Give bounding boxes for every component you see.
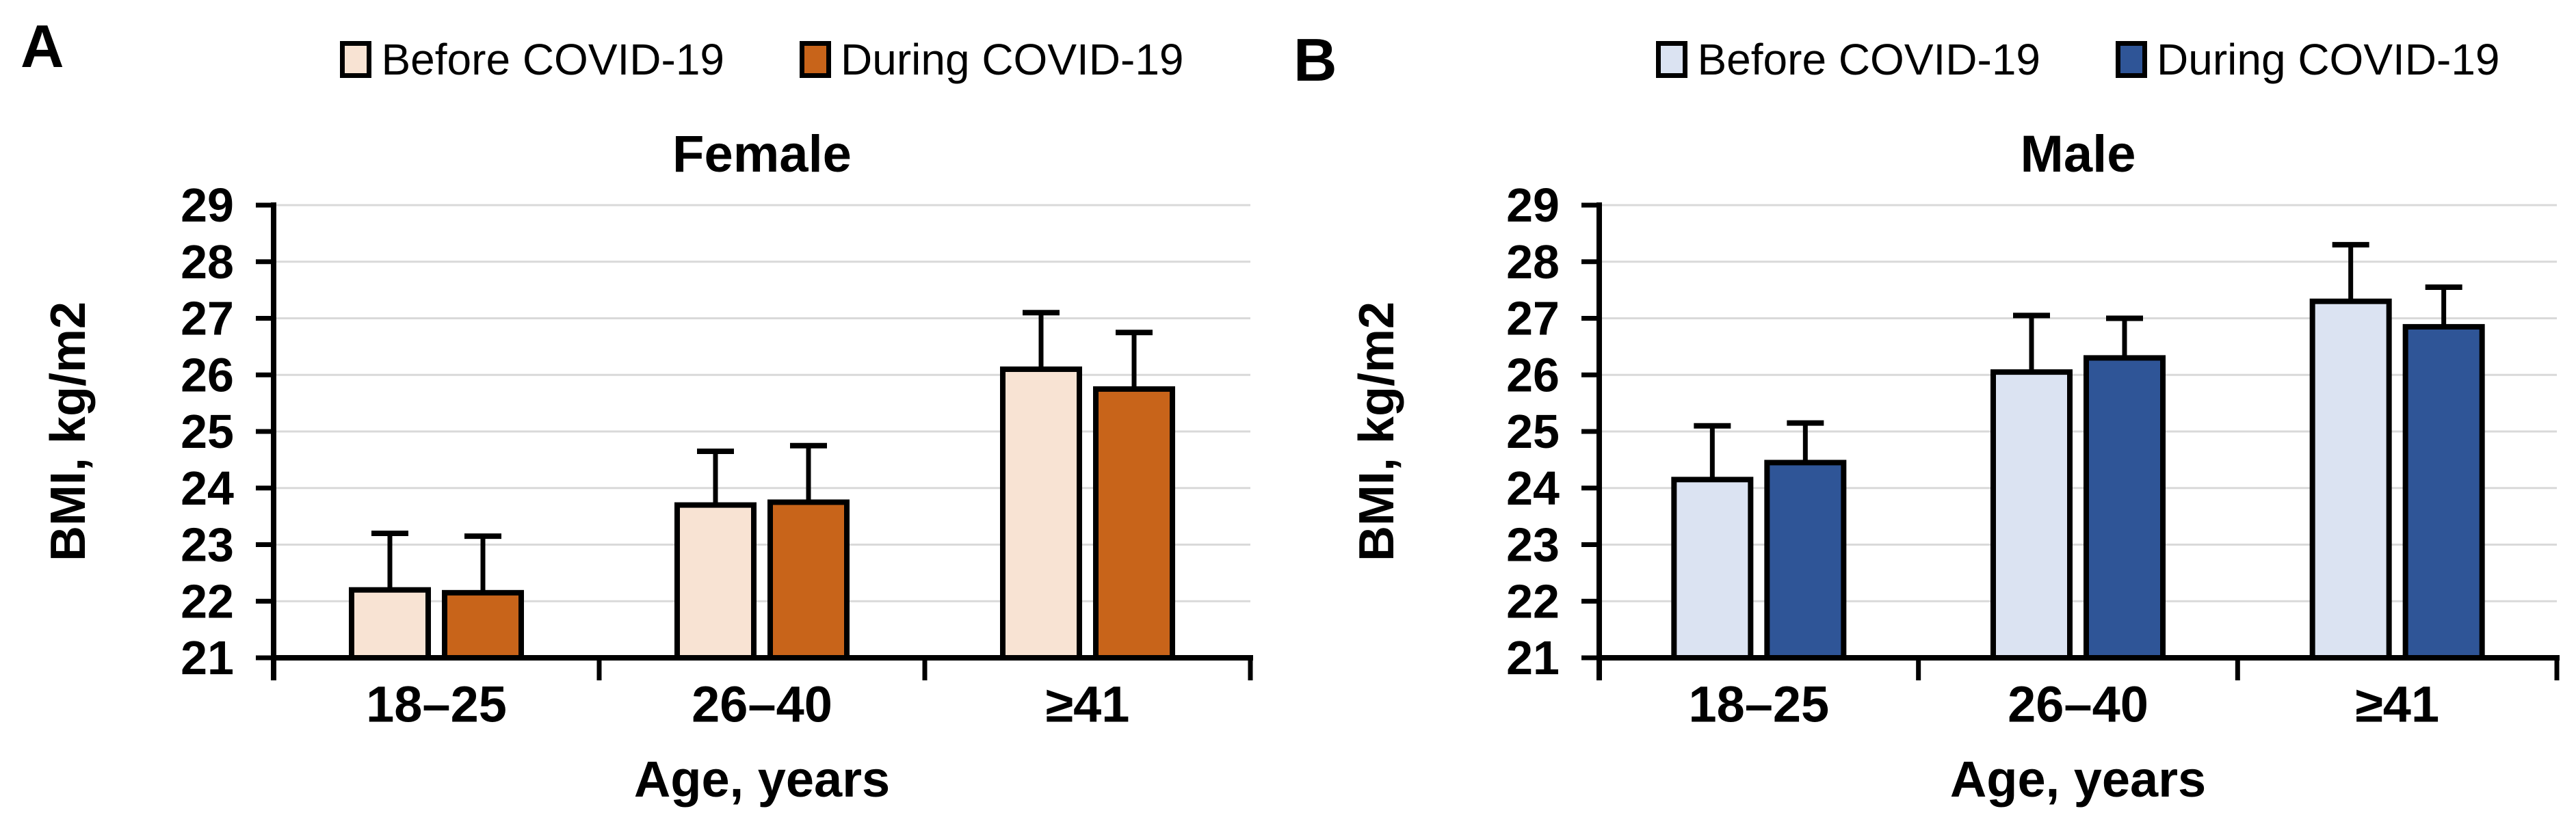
category-label-2: ≥41 (2355, 676, 2439, 733)
bar-before-cat1 (674, 502, 757, 661)
y-tick-label-28: 28 (181, 235, 234, 289)
y-tick-label-21: 21 (1506, 631, 1560, 684)
chart-title-female: Female (672, 125, 852, 183)
category-label-0: 18–25 (366, 676, 507, 733)
legend-item-before: Before COVID-19 (1656, 34, 2040, 85)
bar-before-cat2 (1000, 366, 1082, 661)
chart-title-male: Male (2020, 125, 2136, 183)
y-tick-label-24: 24 (1506, 462, 1560, 515)
panel-female: A Before COVID-19 During COVID-19 Female… (21, 12, 1253, 808)
category-label-1: 26–40 (692, 676, 832, 733)
legend-female: Before COVID-19 During COVID-19 (274, 29, 1250, 90)
legend-item-before: Before COVID-19 (340, 34, 724, 85)
bar-during-cat0 (1764, 460, 1847, 661)
x-axis-title-male: Age, years (1949, 751, 2207, 808)
legend-item-during: During COVID-19 (2116, 34, 2500, 85)
bar-during-cat1 (2084, 355, 2166, 661)
y-tick-label-29: 29 (1506, 178, 1560, 232)
panel-letter-b: B (1293, 26, 1337, 94)
y-tick-label-28: 28 (1506, 235, 1560, 289)
y-tick-label-23: 23 (1506, 518, 1560, 572)
y-tick-label-23: 23 (181, 518, 234, 572)
category-label-1: 26–40 (2008, 676, 2148, 733)
bar-before-cat2 (2309, 298, 2392, 661)
y-tick-label-26: 26 (181, 348, 234, 401)
y-tick-label-27: 27 (181, 292, 234, 345)
panel-male: B Before COVID-19 During COVID-19 Male B… (1288, 0, 2576, 839)
bar-before-cat1 (1990, 369, 2073, 661)
bar-during-cat0 (442, 589, 524, 661)
bar-before-cat0 (1671, 477, 1754, 661)
y-tick-label-22: 22 (1506, 574, 1560, 628)
category-label-0: 18–25 (1688, 676, 1829, 733)
bar-during-cat1 (767, 499, 850, 661)
legend-swatch-before-icon (1656, 41, 1688, 78)
legend-item-during: During COVID-19 (800, 34, 1184, 85)
bar-before-cat0 (349, 587, 431, 661)
y-tick-label-26: 26 (1506, 348, 1560, 401)
y-tick-label-21: 21 (181, 631, 234, 684)
legend-label-before: Before COVID-19 (381, 35, 725, 84)
legend-label-during: During COVID-19 (2157, 35, 2500, 84)
legend-swatch-during-icon (2116, 41, 2148, 78)
x-axis-title-female: Age, years (633, 751, 891, 808)
y-tick-label-27: 27 (1506, 292, 1560, 345)
y-tick-label-29: 29 (181, 178, 234, 232)
bar-during-cat2 (1093, 386, 1175, 661)
panel-letter-a: A (21, 12, 64, 80)
y-tick-label-25: 25 (1506, 405, 1560, 458)
category-label-2: ≥41 (1046, 676, 1130, 733)
legend-male: Before COVID-19 During COVID-19 (1599, 29, 2557, 90)
legend-swatch-before-icon (340, 41, 372, 78)
bar-during-cat2 (2402, 323, 2485, 661)
y-tick-label-24: 24 (181, 462, 234, 515)
legend-swatch-during-icon (800, 41, 832, 78)
y-tick-label-25: 25 (181, 405, 234, 458)
legend-label-before: Before COVID-19 (1697, 35, 2041, 84)
legend-label-during: During COVID-19 (841, 35, 1184, 84)
y-tick-label-22: 22 (181, 574, 234, 628)
